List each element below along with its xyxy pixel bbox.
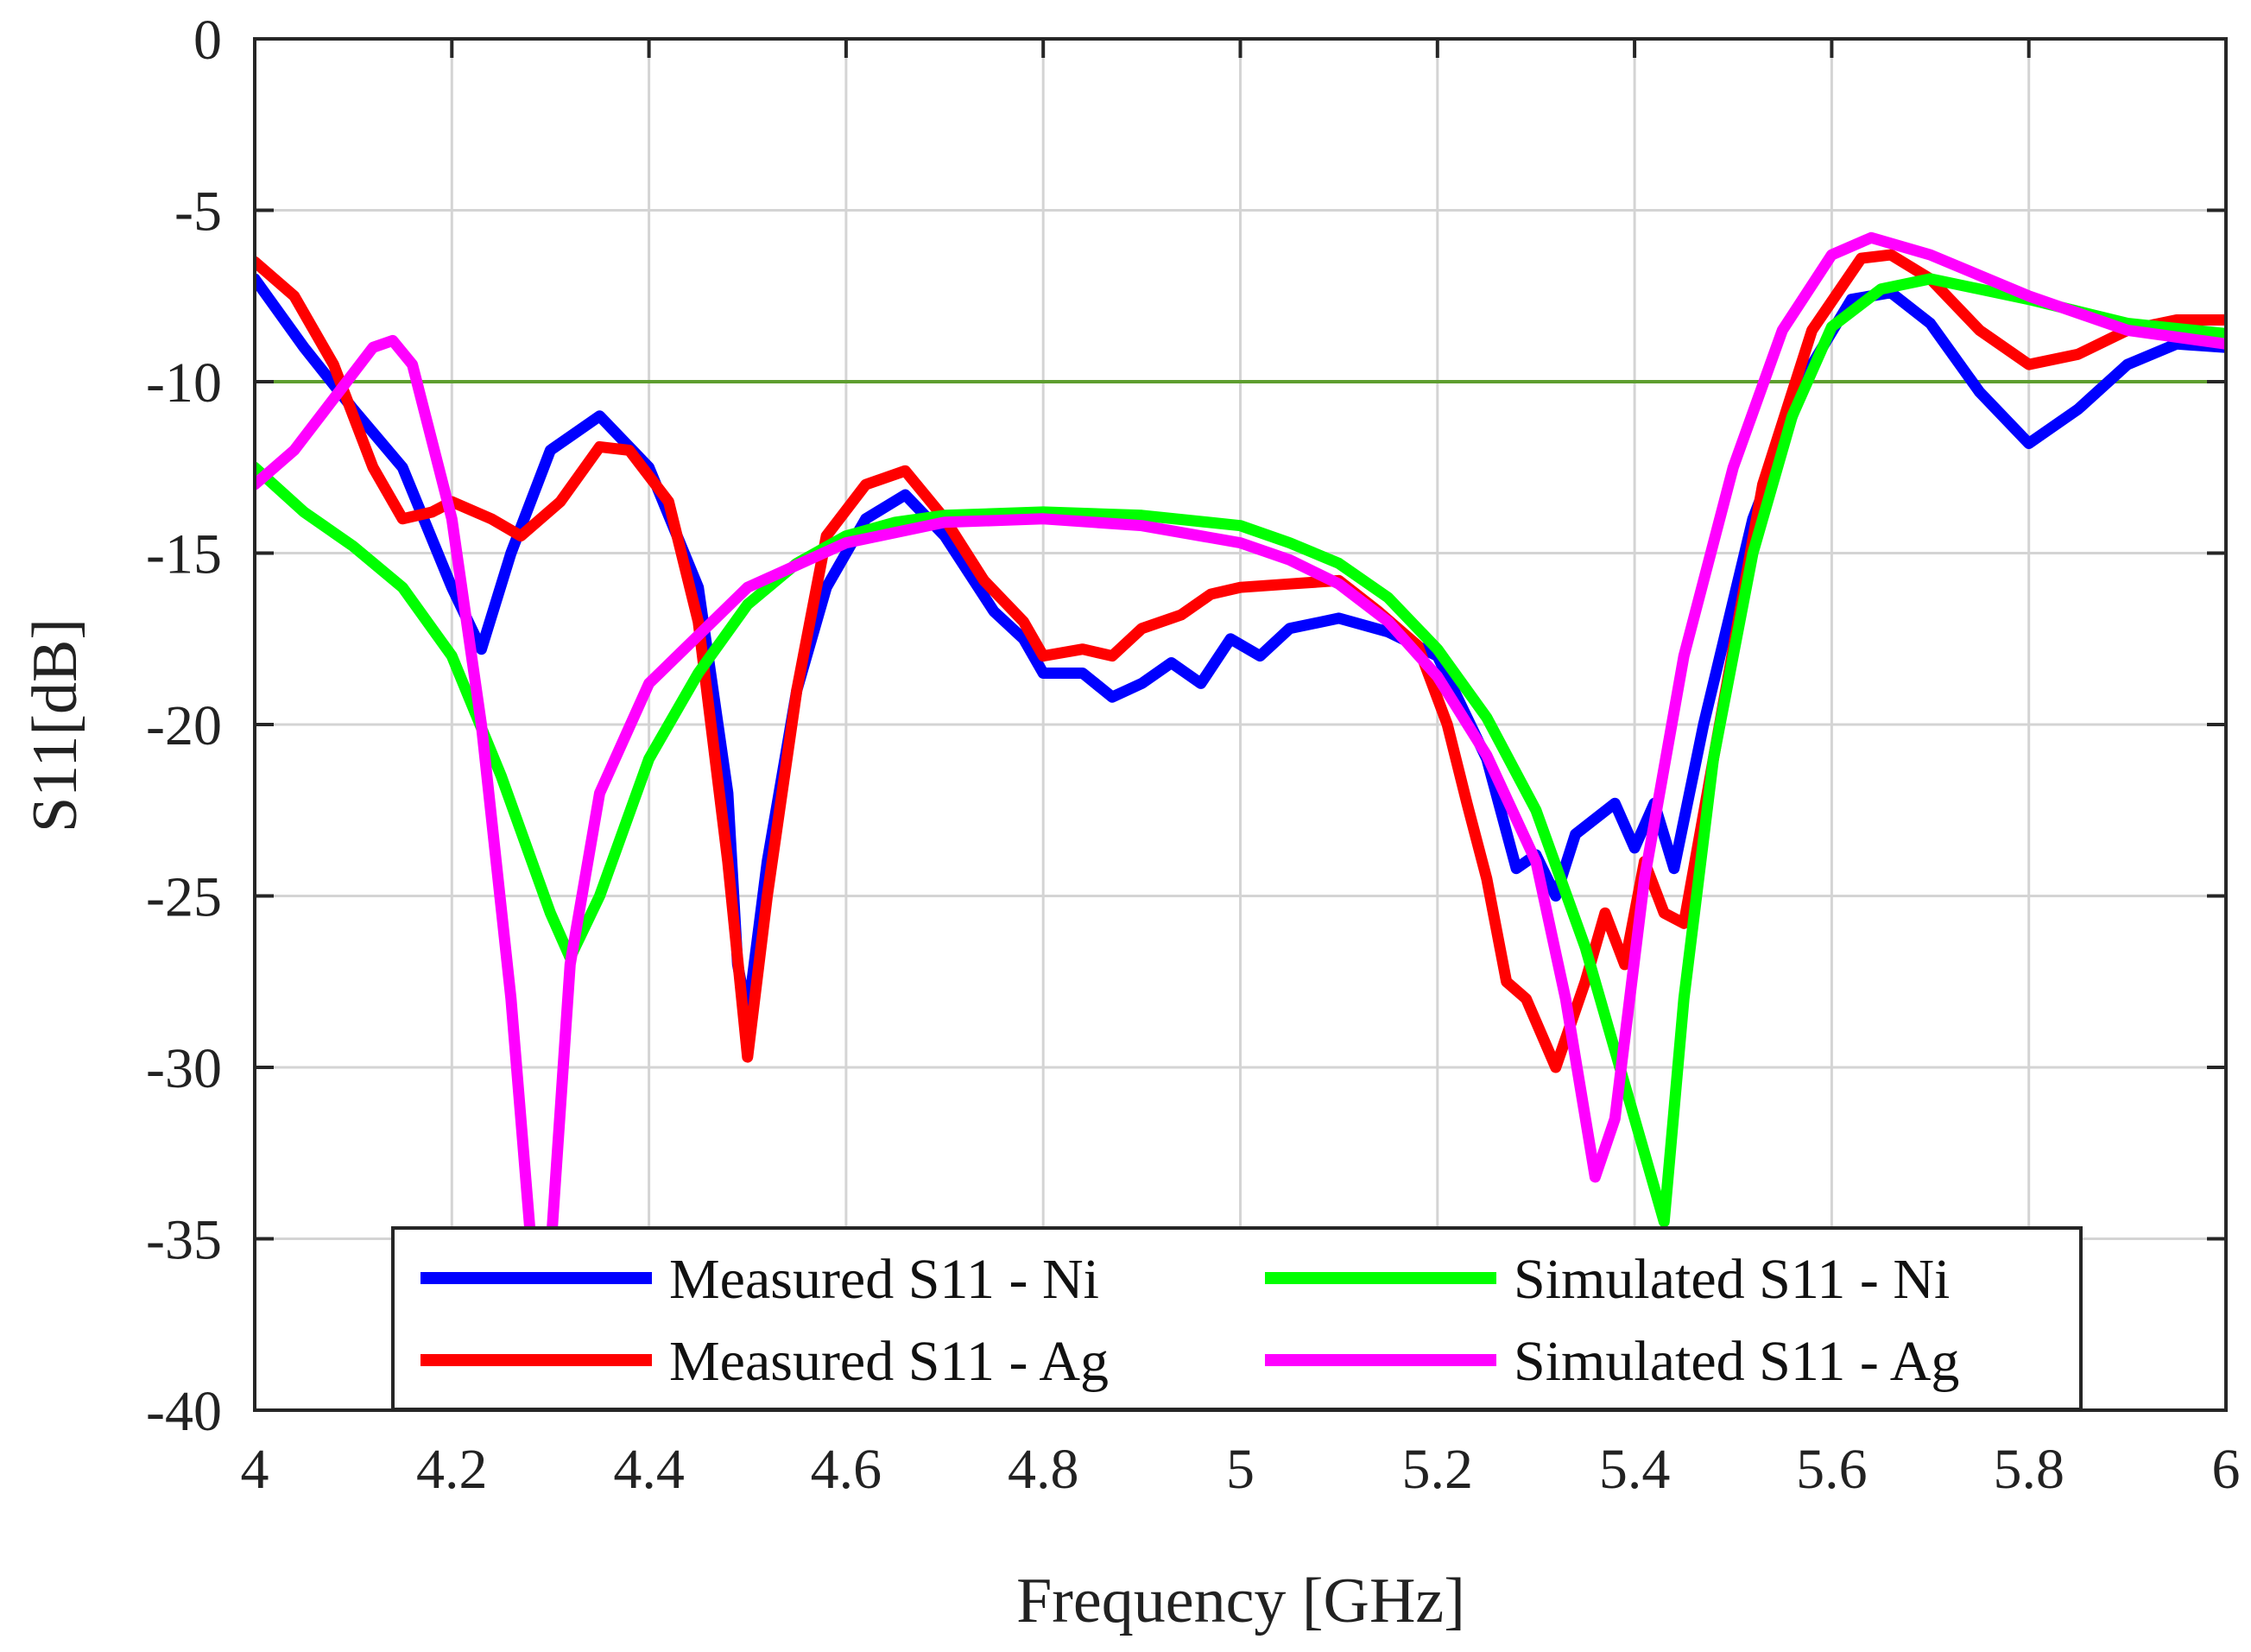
y-tick-label-15: -15 <box>146 523 222 586</box>
x-tick-label-5-2: 5.2 <box>1402 1438 1474 1501</box>
x-tick-label-4-2: 4.2 <box>416 1438 488 1501</box>
legend-label-measured-ag: Measured S11 - Ag <box>669 1330 1109 1393</box>
x-tick-label-4: 4 <box>241 1438 269 1501</box>
y-tick-label-10: -10 <box>146 351 222 415</box>
series-line-measured-s11-ag <box>255 249 2226 1073</box>
x-tick-label-4-8: 4.8 <box>1008 1438 1079 1501</box>
series-line-simulated-s11-ag <box>255 231 2226 1262</box>
x-tick-label-5-6: 5.6 <box>1796 1438 1868 1501</box>
legend-label-simulated-ni: Simulated S11 - Ni <box>1514 1248 1950 1311</box>
y-tick-label-25: -25 <box>146 866 222 929</box>
legend-box <box>391 1226 2083 1411</box>
x-tick-label-4-6: 4.6 <box>811 1438 882 1501</box>
y-tick-label-40: -40 <box>146 1380 222 1443</box>
series-line-simulated-s11-ni <box>255 273 2226 1228</box>
x-tick-label-5: 5 <box>1226 1438 1255 1501</box>
series-group <box>255 231 2226 1262</box>
x-tick-label-6: 6 <box>2212 1438 2241 1501</box>
y-tick-labels: 0 -5 -10 -15 -20 -25 -30 -35 -40 <box>146 9 222 1443</box>
x-axis-title: Frequency [GHz] <box>1016 1566 1465 1636</box>
x-tick-labels: 4 4.2 4.4 4.6 4.8 5 5.2 5.4 5.6 5.8 6 <box>241 1438 2241 1501</box>
y-tick-label-0: 0 <box>193 9 222 72</box>
legend-label-measured-ni: Measured S11 - Ni <box>669 1248 1099 1311</box>
x-tick-label-5-8: 5.8 <box>1993 1438 2064 1501</box>
legend: Measured S11 - Ni Measured S11 - Ag Simu… <box>391 1226 2083 1411</box>
y-axis-title: S11[dB] <box>20 618 91 832</box>
y-tick-label-35: -35 <box>146 1209 222 1272</box>
x-tick-label-4-4: 4.4 <box>613 1438 685 1501</box>
y-tick-label-5: -5 <box>174 180 222 244</box>
legend-label-simulated-ag: Simulated S11 - Ag <box>1514 1330 1959 1393</box>
y-tick-label-30: -30 <box>146 1037 222 1100</box>
x-tick-label-5-4: 5.4 <box>1599 1438 1671 1501</box>
y-tick-label-20: -20 <box>146 694 222 757</box>
